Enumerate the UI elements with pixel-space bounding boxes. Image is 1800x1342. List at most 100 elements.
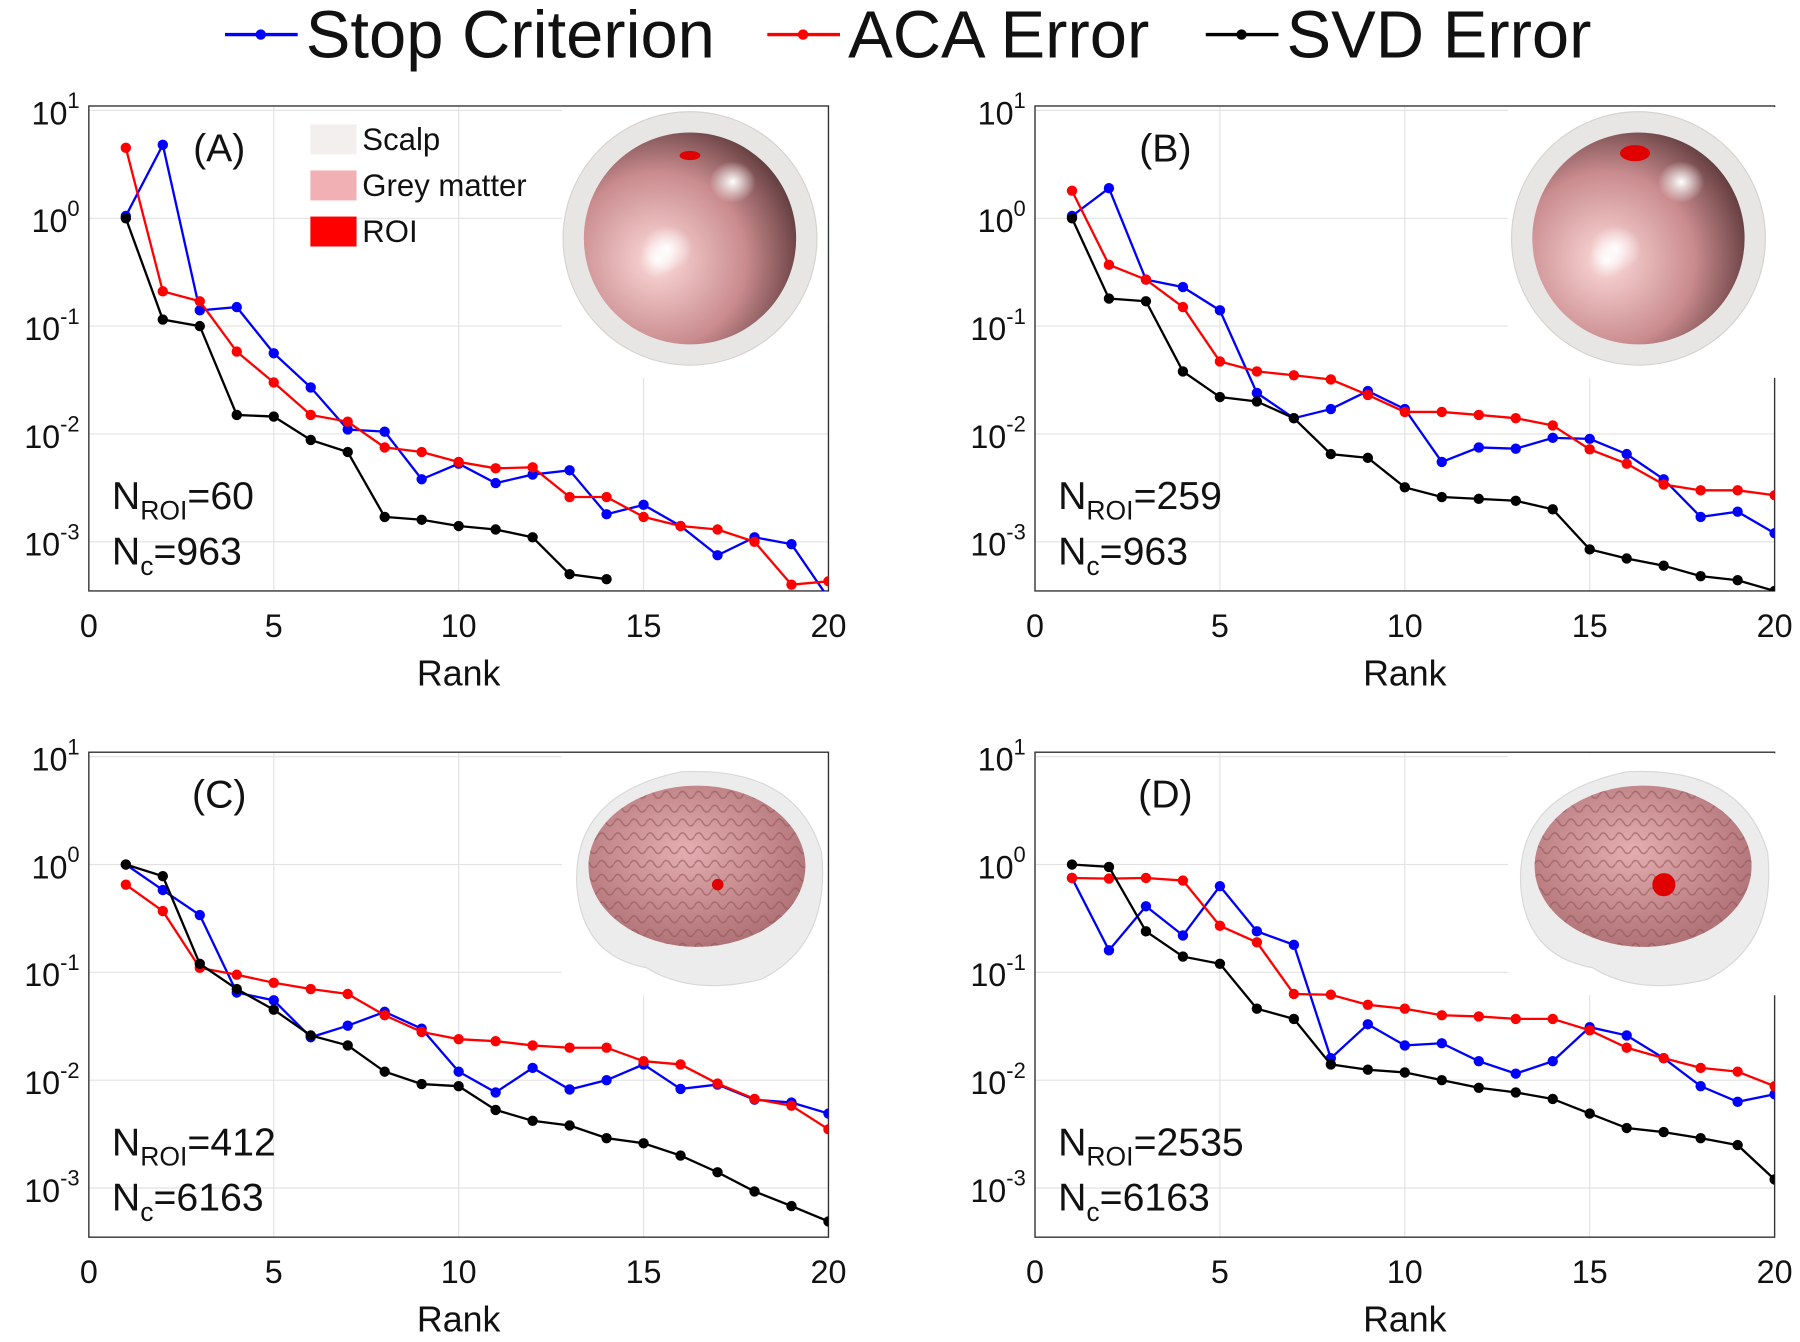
- y-tick-base: 10: [24, 1173, 60, 1209]
- data-point: [1695, 570, 1706, 582]
- data-point: [786, 579, 797, 590]
- data-point: [823, 1108, 829, 1119]
- data-point: [157, 314, 168, 325]
- data-point: [453, 1080, 464, 1092]
- data-point: [1695, 1062, 1706, 1074]
- panel-label: (A): [193, 127, 245, 170]
- data-point: [564, 1084, 575, 1095]
- axes-box: [88, 751, 830, 1238]
- data-point: [305, 1030, 316, 1041]
- data-point: [342, 1040, 353, 1051]
- y-tick-exponent: -2: [1006, 412, 1025, 437]
- data-point: [786, 1200, 797, 1212]
- series-line: [124, 141, 825, 591]
- series-line: [125, 863, 829, 1115]
- data-point: [1732, 506, 1743, 517]
- y-tick-label: 10-1: [24, 950, 79, 993]
- data-point: [379, 511, 390, 523]
- data-point: [1769, 528, 1775, 539]
- data-point: [1066, 859, 1078, 870]
- y-tick-base: 10: [970, 419, 1006, 455]
- data-point: [1325, 374, 1337, 385]
- data-point: [490, 477, 501, 489]
- data-point: [157, 139, 168, 150]
- y-tick-exponent: -3: [1006, 1166, 1025, 1191]
- data-point: [1214, 920, 1226, 932]
- data-point: [379, 1066, 390, 1077]
- y-tick-base: 10: [31, 95, 67, 131]
- y-tick-label: 100: [31, 196, 79, 239]
- data-point: [1362, 999, 1374, 1010]
- y-tick-label: 100: [31, 842, 79, 885]
- legend-dot: [1236, 29, 1247, 40]
- annotation: NROI=60: [112, 475, 254, 525]
- y-tick-exponent: -1: [1006, 950, 1025, 975]
- x-tick-label: 20: [811, 1254, 847, 1290]
- y-tick-exponent: 1: [1014, 88, 1026, 113]
- data-point: [453, 520, 464, 532]
- data-point: [1547, 432, 1558, 444]
- y-tick-exponent: -3: [1006, 519, 1025, 544]
- data-point: [231, 346, 242, 357]
- data-point: [527, 1040, 538, 1051]
- data-point: [194, 909, 205, 921]
- y-tick-base: 10: [24, 311, 60, 347]
- y-tick-base: 10: [970, 1173, 1006, 1209]
- data-point: [1769, 1174, 1775, 1185]
- y-tick-base: 10: [24, 957, 60, 993]
- y-tick-exponent: -2: [60, 1058, 79, 1083]
- y-tick-label: 100: [978, 842, 1026, 885]
- annotation-value: =963: [154, 530, 242, 573]
- data-point: [1769, 1089, 1775, 1100]
- series-line: [124, 147, 829, 586]
- data-point: [1177, 301, 1189, 313]
- x-tick-label: 0: [80, 1254, 98, 1290]
- x-axis-label: Rank: [1363, 653, 1447, 693]
- data-point: [1103, 945, 1115, 956]
- data-point: [527, 1062, 538, 1074]
- y-tick-label: 100: [978, 196, 1026, 239]
- x-tick-label: 15: [626, 608, 662, 644]
- y-tick-base: 10: [978, 849, 1014, 885]
- data-point: [1436, 406, 1447, 418]
- annotation-symbol: N: [112, 475, 140, 518]
- data-point: [712, 1167, 723, 1178]
- y-tick-base: 10: [970, 527, 1006, 563]
- data-point: [1584, 433, 1595, 445]
- data-point: [453, 1066, 464, 1077]
- data-point: [120, 859, 132, 870]
- y-tick-exponent: 0: [67, 196, 79, 221]
- data-point: [1584, 1108, 1595, 1119]
- data-point: [157, 870, 168, 882]
- data-point: [120, 142, 132, 154]
- data-point: [1214, 356, 1226, 367]
- data-point: [1473, 409, 1484, 421]
- annotation-value: =963: [1100, 530, 1188, 573]
- data-point: [601, 491, 612, 503]
- y-tick-exponent: 1: [67, 88, 79, 113]
- panel-label: (C): [192, 774, 246, 817]
- data-point: [786, 1100, 797, 1111]
- y-tick-label: 101: [978, 88, 1026, 131]
- data-point: [1288, 370, 1300, 381]
- series-line: [1071, 186, 1775, 535]
- data-point: [1288, 939, 1300, 950]
- data-point: [1140, 872, 1152, 884]
- data-point: [453, 456, 464, 468]
- data-point: [1140, 926, 1152, 937]
- data-point: [416, 446, 427, 458]
- data-point: [1066, 213, 1078, 224]
- data-point: [1584, 544, 1595, 555]
- series-line: [125, 863, 829, 1223]
- legend-label: SVD Error: [1287, 0, 1592, 73]
- sphere-inset: [1508, 107, 1776, 378]
- data-point: [1473, 1011, 1484, 1022]
- x-tick-label: 10: [441, 1254, 477, 1290]
- data-point: [1399, 406, 1410, 418]
- y-tick-label: 101: [978, 734, 1026, 777]
- series-line: [1071, 876, 1775, 1088]
- y-tick-exponent: 1: [1014, 734, 1026, 759]
- y-tick-label: 10-3: [970, 1166, 1025, 1209]
- data-point: [231, 969, 242, 980]
- data-point: [1140, 274, 1152, 285]
